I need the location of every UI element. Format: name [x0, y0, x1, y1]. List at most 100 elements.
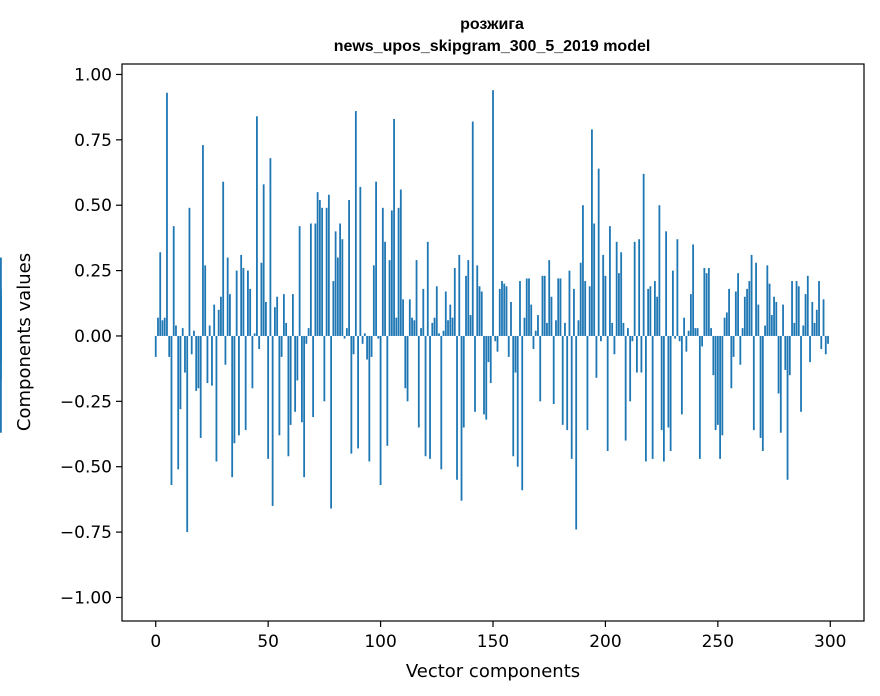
- bar: [680, 335, 683, 415]
- bar: [732, 335, 735, 357]
- bar: [296, 335, 299, 381]
- bar: [716, 335, 719, 425]
- bar: [770, 315, 773, 336]
- bar: [287, 335, 290, 457]
- bar: [357, 335, 359, 449]
- bar: [487, 335, 490, 363]
- bar: [438, 333, 440, 336]
- bar: [604, 275, 607, 336]
- bar: [586, 335, 589, 431]
- bar: [658, 205, 661, 336]
- bar: [393, 118, 395, 336]
- bar: [325, 207, 328, 336]
- bar: [804, 294, 807, 336]
- bar: [291, 294, 294, 336]
- bar: [157, 317, 159, 336]
- bar: [791, 281, 793, 336]
- chart-title: розжига: [460, 16, 524, 33]
- bar: [485, 335, 488, 420]
- bar: [190, 335, 193, 355]
- bar: [462, 335, 465, 428]
- bar: [188, 207, 191, 336]
- bar: [782, 304, 784, 336]
- bar: [474, 335, 476, 412]
- bar: [285, 322, 288, 336]
- bar: [465, 275, 467, 336]
- bar: [555, 320, 557, 336]
- bar: [537, 315, 539, 336]
- bar: [229, 294, 231, 336]
- bar: [503, 283, 506, 336]
- bar: [692, 244, 695, 336]
- bar: [719, 335, 721, 459]
- bar: [449, 304, 452, 336]
- bar: [685, 335, 688, 352]
- bar: [714, 335, 717, 431]
- bar: [280, 335, 283, 357]
- bar: [381, 207, 384, 336]
- bar: [431, 322, 434, 336]
- bar: [460, 335, 463, 501]
- bar: [411, 317, 413, 336]
- bar: [339, 223, 341, 336]
- bar: [577, 320, 580, 336]
- bar: [710, 328, 712, 336]
- bar: [215, 335, 218, 462]
- bar: [429, 335, 431, 459]
- bar: [408, 299, 411, 336]
- bar: [667, 335, 670, 428]
- bar: [404, 335, 407, 389]
- bar: [177, 335, 180, 470]
- bar: [595, 335, 598, 378]
- bar: [627, 328, 629, 336]
- bar: [615, 241, 618, 336]
- bar: [824, 335, 827, 355]
- bar: [256, 116, 258, 336]
- bar: [323, 335, 326, 402]
- bar: [620, 252, 623, 336]
- bar: [262, 184, 265, 336]
- bar: [478, 286, 481, 336]
- y-tick-label: −1.00: [60, 588, 112, 608]
- bar: [305, 335, 308, 344]
- bar: [312, 335, 315, 418]
- bar: [447, 320, 449, 336]
- bar: [757, 304, 760, 336]
- bar: [220, 296, 222, 336]
- bar: [213, 304, 216, 336]
- bar: [384, 241, 386, 336]
- bar: [629, 335, 632, 402]
- bar: [728, 288, 730, 336]
- bar: [541, 275, 544, 336]
- bar: [406, 335, 409, 402]
- bar: [298, 226, 301, 336]
- bar: [498, 288, 501, 336]
- bar: [788, 335, 791, 376]
- y-tick-label: −0.25: [60, 392, 112, 412]
- bar: [318, 199, 321, 336]
- bar: [370, 335, 373, 357]
- bar: [253, 333, 256, 336]
- bar: [388, 260, 391, 336]
- bar: [683, 317, 686, 336]
- bar: [159, 252, 162, 336]
- bar: [456, 335, 458, 480]
- bar: [546, 322, 548, 336]
- bar: [0, 335, 2, 433]
- bar: [647, 288, 650, 336]
- bar: [818, 281, 820, 336]
- bars-group: [0, 90, 829, 533]
- bar: [582, 205, 584, 336]
- bar: [172, 226, 175, 336]
- bar: [211, 335, 213, 386]
- bar: [417, 335, 420, 428]
- bar: [489, 335, 492, 384]
- bar: [519, 281, 521, 336]
- bar: [363, 333, 366, 336]
- bar: [528, 278, 530, 336]
- bar: [271, 335, 274, 506]
- bar: [247, 270, 249, 336]
- bar: [793, 322, 796, 336]
- bar: [777, 335, 780, 394]
